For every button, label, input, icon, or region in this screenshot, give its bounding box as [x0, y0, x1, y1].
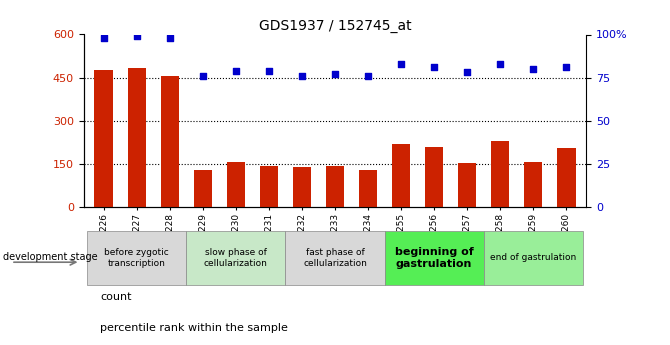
- Bar: [94, 70, 113, 207]
- Bar: [484, 231, 583, 285]
- Bar: [557, 148, 576, 207]
- Bar: [285, 231, 385, 285]
- Bar: [87, 231, 186, 285]
- Text: percentile rank within the sample: percentile rank within the sample: [100, 323, 288, 333]
- Point: [98, 35, 109, 41]
- Point: [528, 66, 539, 72]
- Point: [263, 68, 274, 73]
- Text: before zygotic
transcription: before zygotic transcription: [105, 248, 169, 268]
- Text: beginning of
gastrulation: beginning of gastrulation: [395, 247, 474, 269]
- Bar: [326, 166, 344, 207]
- Point: [462, 70, 472, 75]
- Title: GDS1937 / 152745_at: GDS1937 / 152745_at: [259, 19, 411, 33]
- Bar: [524, 161, 543, 207]
- Point: [362, 73, 373, 79]
- Point: [561, 65, 572, 70]
- Bar: [186, 231, 285, 285]
- Bar: [392, 144, 410, 207]
- Point: [330, 71, 340, 77]
- Text: slow phase of
cellularization: slow phase of cellularization: [204, 248, 268, 268]
- Text: end of gastrulation: end of gastrulation: [490, 253, 576, 263]
- Bar: [359, 170, 377, 207]
- Bar: [260, 166, 278, 207]
- Point: [396, 61, 407, 67]
- Text: development stage: development stage: [3, 252, 98, 262]
- Point: [429, 65, 440, 70]
- Bar: [491, 141, 509, 207]
- Bar: [293, 167, 311, 207]
- Bar: [226, 162, 245, 207]
- Point: [198, 73, 208, 79]
- Text: count: count: [100, 292, 132, 302]
- Bar: [458, 163, 476, 207]
- Bar: [127, 68, 146, 207]
- Bar: [425, 147, 444, 207]
- Point: [297, 73, 308, 79]
- Point: [164, 35, 175, 41]
- Point: [131, 33, 142, 39]
- Bar: [161, 76, 179, 207]
- Bar: [194, 170, 212, 207]
- Point: [230, 68, 241, 73]
- Text: fast phase of
cellularization: fast phase of cellularization: [303, 248, 367, 268]
- Bar: [385, 231, 484, 285]
- Point: [495, 61, 506, 67]
